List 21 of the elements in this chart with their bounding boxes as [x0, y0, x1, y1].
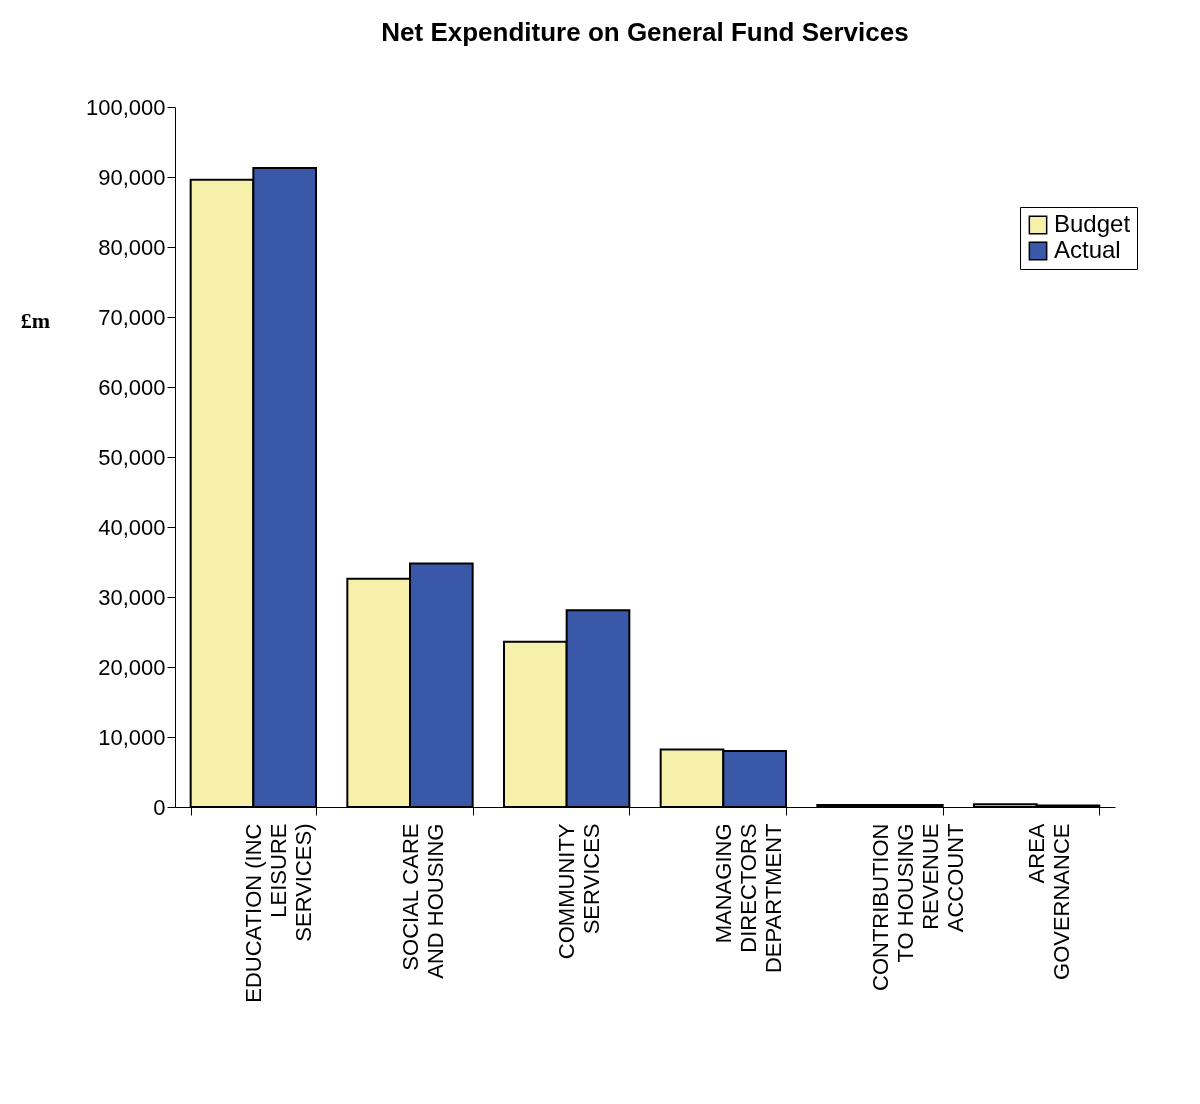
y-tick-label: 90,000 — [98, 164, 166, 190]
y-tick-label: 50,000 — [98, 444, 166, 470]
x-tick-label: COMMUNITY SERVICES — [554, 823, 605, 960]
y-tick-label: 10,000 — [98, 724, 166, 750]
y-axis-title: £m — [20, 307, 51, 333]
legend-label: Actual — [1054, 236, 1121, 263]
legend-label: Budget — [1054, 210, 1131, 237]
y-tick-label: 40,000 — [98, 514, 166, 540]
y-tick-label: 100,000 — [85, 94, 166, 120]
x-tick-label: MANAGING DIRECTORS DEPARTMENT — [710, 823, 786, 974]
y-tick-label: 20,000 — [98, 654, 166, 680]
y-tick-label: 60,000 — [98, 374, 166, 400]
x-tick-label: CONTRIBUTION TO HOUSING REVENUE ACCOUNT — [867, 823, 968, 991]
x-tick-label: AREA GOVERNANCE — [1024, 823, 1075, 980]
chart-title: Net Expenditure on General Fund Services — [381, 17, 909, 47]
x-tick-label: EDUCATION (INC LEISURE SERVICES) — [240, 823, 316, 1003]
y-tick-label: 70,000 — [98, 304, 166, 330]
y-tick-label: 0 — [153, 794, 166, 820]
y-tick-label: 80,000 — [98, 234, 166, 260]
x-tick-label: SOCIAL CARE AND HOUSING — [397, 823, 448, 979]
y-tick-label: 30,000 — [98, 584, 166, 610]
